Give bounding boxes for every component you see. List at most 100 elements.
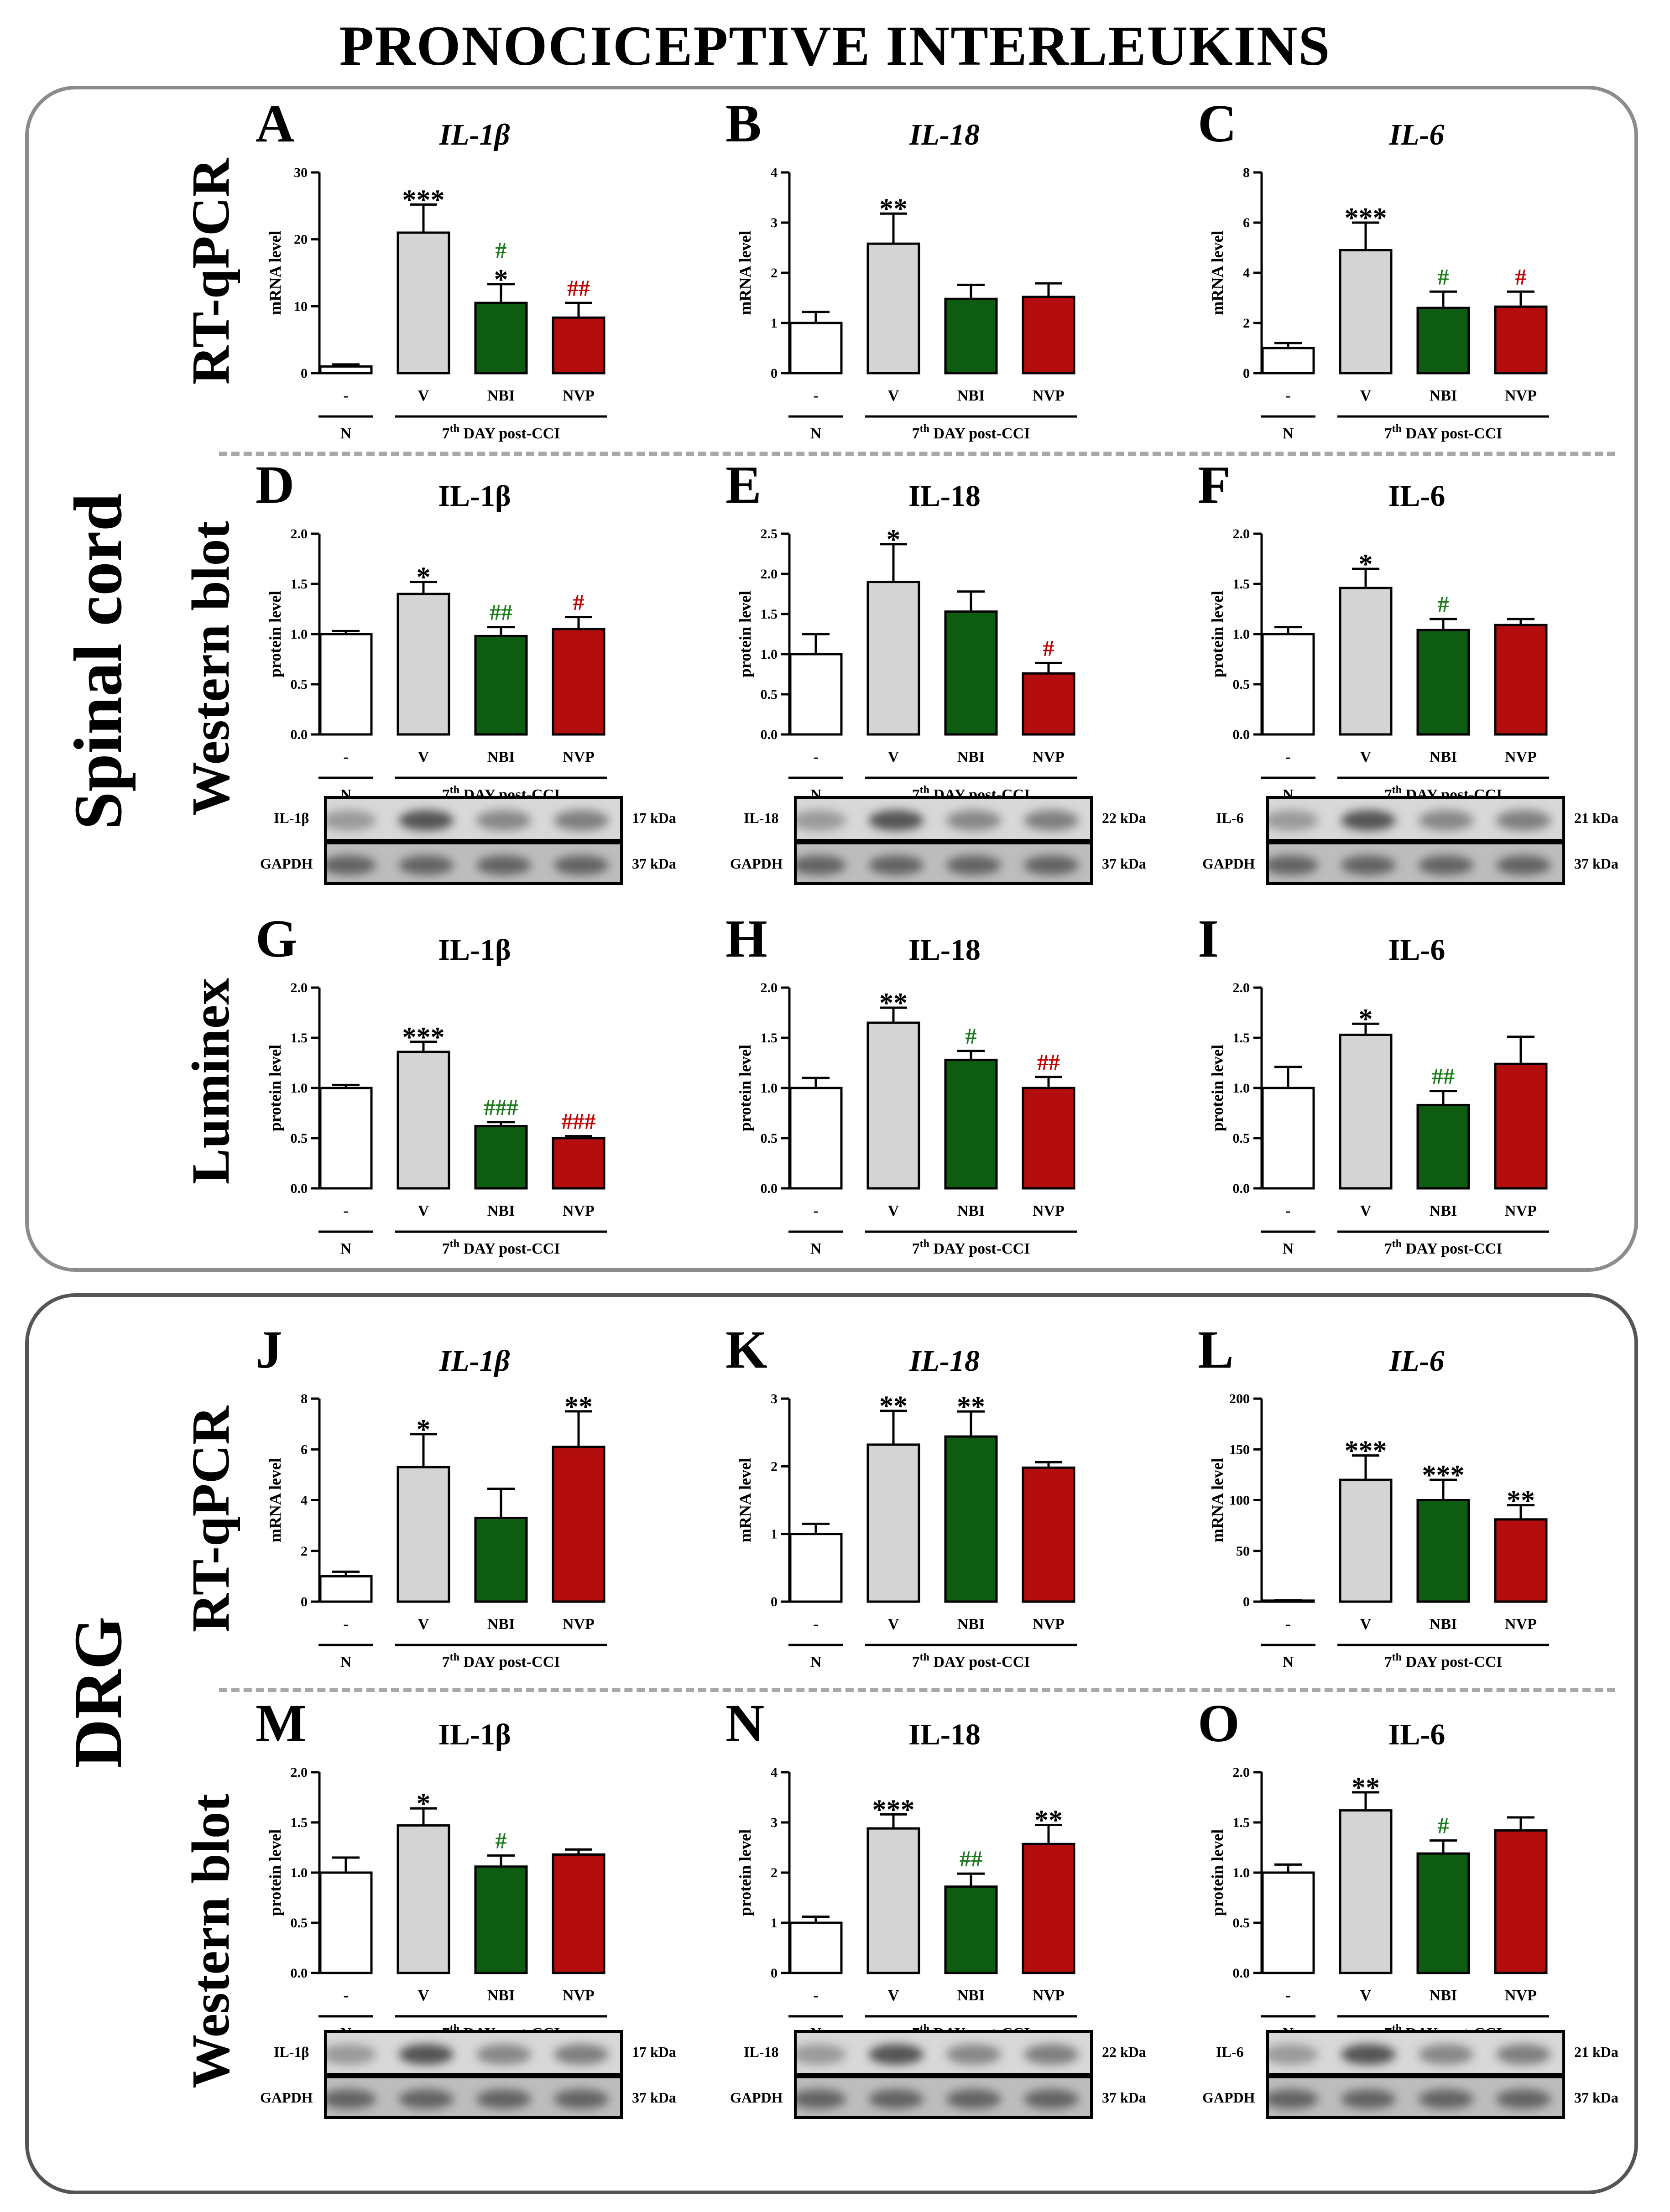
panel-title-g: IL-1β [438,933,511,967]
bar-m-naive [319,1871,373,1974]
panel-title-b: IL-18 [909,118,980,151]
y-tick-label-h: 1.0 [761,1081,778,1096]
panel-letter-l: L [1198,1320,1234,1379]
blot-band [1269,855,1318,875]
y-tick-label-d: 0.5 [291,677,308,692]
panel-letter-d: D [256,455,295,515]
y-tick-label-m: 2.0 [291,1765,308,1780]
blot-band [1269,2089,1318,2109]
category-label-l: NBI [1430,1616,1457,1633]
category-label-b: - [813,387,818,404]
group-label-naive-h: N [810,1240,822,1257]
panel-letter-k: K [725,1320,767,1379]
bar-b-nvp [1022,296,1075,375]
significance-hash-g: ### [562,1109,596,1134]
significance-hash-o: # [1438,1813,1449,1838]
y-tick-label-f: 0.5 [1233,677,1250,692]
category-label-b: NVP [1033,387,1065,404]
blot-reference-label-f: GAPDH [1202,855,1255,872]
y-tick-label-n: 2 [771,1865,778,1880]
y-axis-label-o: protein level [1208,1829,1226,1916]
significance-star-m: * [417,1788,431,1819]
y-axis-label-f: protein level [1208,591,1226,677]
blot-band [1419,2089,1473,2109]
blot-reference-strip-e [794,842,1093,885]
y-tick-label-f: 1.5 [1233,577,1250,592]
blot-band [327,855,376,875]
y-tick-label-b: 3 [771,215,778,230]
y-tick-label-n: 1 [771,1915,778,1931]
significance-star-a: * [494,264,508,295]
y-tick-label-c: 8 [1243,165,1250,180]
blot-band [1496,2044,1551,2065]
y-tick-label-n: 3 [771,1815,778,1830]
blot-band [399,810,454,831]
category-label-e: NBI [957,749,985,765]
y-tick-label-g: 0.5 [291,1131,308,1146]
bar-l-nvp [1494,1518,1548,1603]
y-tick-label-c: 6 [1243,215,1250,230]
y-tick-label-g: 0.0 [291,1181,308,1196]
category-label-m: V [418,1987,429,2004]
drg-group-box [25,1293,1638,2194]
y-tick-label-a: 10 [294,299,308,314]
blot-band [946,2044,1001,2065]
category-label-l: NVP [1505,1616,1537,1633]
blot-target-label-m: IL-1β [274,2044,309,2060]
category-label-k: NBI [957,1616,985,1633]
panel-title-h: IL-18 [908,933,981,967]
blot-band [1341,2089,1396,2109]
significance-hash-a: ## [567,275,590,301]
category-label-n: V [888,1987,899,2004]
category-label-i: NVP [1505,1202,1537,1219]
bar-k-naive [789,1533,843,1603]
y-tick-label-m: 1.5 [291,1815,308,1830]
y-tick-label-h: 1.5 [761,1031,778,1046]
panel-letter-b: B [725,94,762,153]
y-tick-label-a: 0 [301,366,308,381]
y-tick-label-e: 0.0 [761,727,778,742]
y-tick-label-o: 0.5 [1233,1915,1250,1931]
significance-hash-h: ## [1037,1049,1060,1075]
category-label-e: V [888,749,899,765]
drg-divider [219,1688,1615,1692]
y-tick-label-k: 1 [771,1527,778,1542]
blot-band [1269,810,1318,831]
panel-letter-e: E [725,455,762,515]
category-label-j: V [418,1616,429,1633]
blot-band [946,855,1001,875]
blot-band [1496,855,1551,875]
y-tick-label-a: 20 [294,232,308,247]
group-label-naive-a: N [340,425,352,442]
y-tick-label-o: 0.0 [1233,1966,1250,1981]
bar-n-naive [789,1921,843,1974]
bar-i-naive [1261,1087,1315,1190]
significance-star-g: *** [402,1022,445,1053]
y-tick-label-b: 1 [771,316,778,331]
bar-o-nvp [1494,1829,1548,1974]
category-label-d: - [343,749,348,765]
y-tick-label-i: 2.0 [1233,980,1250,995]
blot-band [1341,855,1396,875]
blot-band [1419,2044,1473,2065]
y-tick-label-m: 1.0 [291,1865,308,1880]
bar-g-v [397,1051,450,1190]
bar-m-nbi [474,1865,528,1974]
blot-reference-kda-f: 37 kDa [1574,855,1618,872]
category-label-j: NBI [487,1616,515,1633]
blot-reference-kda-e: 37 kDa [1102,855,1146,872]
blot-target-strip-d [324,796,623,842]
bar-b-nbi [944,297,998,375]
y-tick-label-e: 0.5 [761,687,778,702]
category-label-e: - [813,749,818,765]
significance-hash-m: # [496,1828,507,1853]
blot-target-label-n: IL-18 [744,2044,779,2060]
blot-band [1269,2044,1318,2065]
group-label-cci-b: 7th DAY post-CCI [912,423,1030,442]
y-tick-label-n: 0 [771,1966,778,1981]
y-tick-label-b: 4 [771,165,778,180]
significance-hash-c: # [1438,264,1449,289]
bar-n-v [866,1827,920,1974]
bar-e-v [866,581,920,736]
category-label-a: - [343,387,348,404]
